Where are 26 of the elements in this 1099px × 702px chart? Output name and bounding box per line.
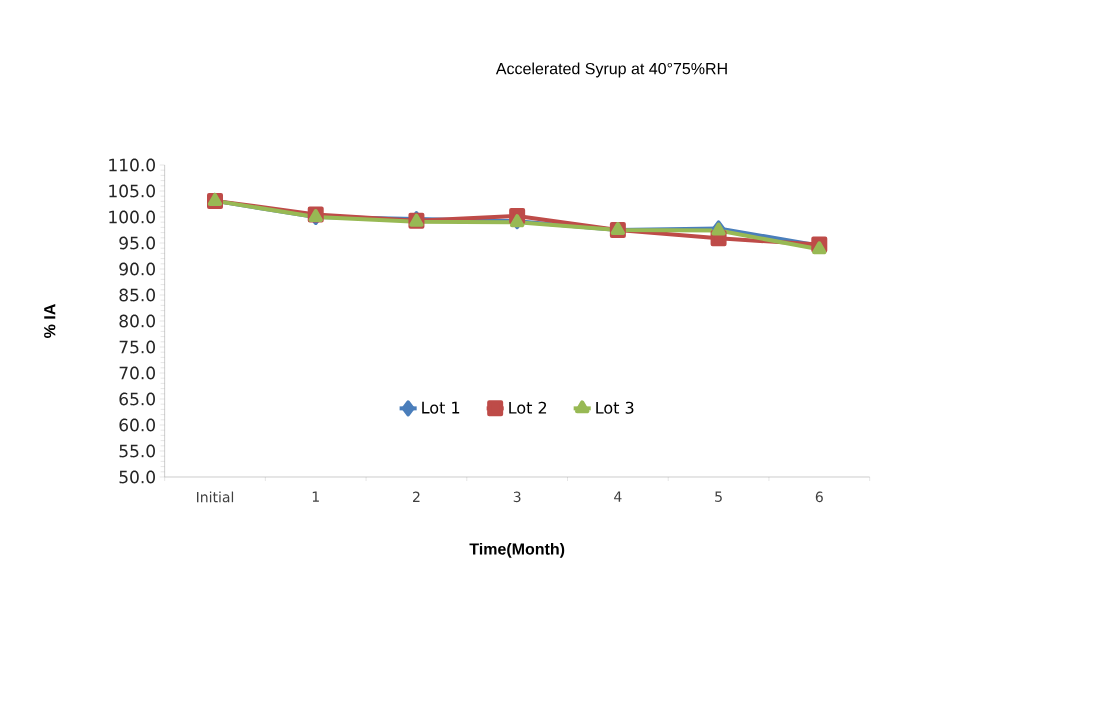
y-tick-label: 110.0 — [109, 158, 155, 172]
chart-title: Accelerated Syrup at 40°75%RH — [495, 62, 727, 78]
x-tick-label: 3 — [513, 491, 521, 503]
y-tick-label: 80.0 — [119, 314, 155, 328]
y-tick-label: 95.0 — [119, 236, 155, 250]
x-tick-label: 1 — [312, 491, 319, 502]
y-tick-label: 85.0 — [119, 288, 155, 302]
y-tick-label: 105.0 — [109, 184, 155, 198]
y-tick-label: 50.0 — [119, 470, 155, 484]
legend-label: Lot 1 — [422, 401, 460, 414]
x-tick-label: 6 — [815, 491, 823, 503]
y-tick-label: 70.0 — [119, 366, 155, 380]
x-axis-title: Time(Month) — [469, 542, 565, 558]
y-tick-label: 90.0 — [119, 262, 155, 276]
legend-label: Lot 3 — [596, 401, 634, 414]
y-tick-label: 60.0 — [119, 418, 155, 432]
y-tick-label: 65.0 — [119, 392, 155, 406]
y-tick-label: 75.0 — [119, 340, 155, 354]
y-tick-label: 100.0 — [109, 210, 155, 224]
legend-label: Lot 2 — [509, 401, 547, 414]
y-tick-label: 55.0 — [119, 444, 155, 458]
x-tick-label: Initial — [197, 491, 234, 503]
y-axis-title: % IA — [44, 304, 56, 338]
x-tick-label: 2 — [413, 491, 420, 502]
x-tick-label: 5 — [715, 491, 722, 502]
x-tick-label: 4 — [614, 491, 622, 502]
